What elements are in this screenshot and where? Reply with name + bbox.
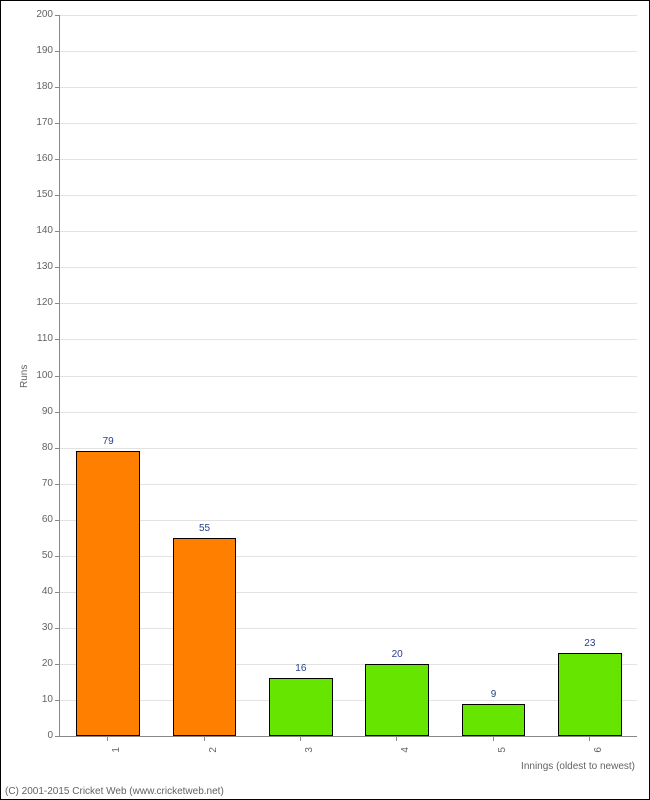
gridline bbox=[60, 123, 637, 124]
bar bbox=[269, 678, 333, 736]
gridline bbox=[60, 195, 637, 196]
x-tick-label: 5 bbox=[497, 747, 508, 787]
y-tick-label: 40 bbox=[25, 586, 53, 597]
y-tick-label: 200 bbox=[25, 9, 53, 20]
y-tick-label: 70 bbox=[25, 478, 53, 489]
y-tick-label: 120 bbox=[25, 297, 53, 308]
bar bbox=[558, 653, 622, 736]
y-tick-label: 60 bbox=[25, 514, 53, 525]
gridline bbox=[60, 448, 637, 449]
gridline bbox=[60, 303, 637, 304]
x-tick-label: 4 bbox=[400, 747, 411, 787]
bar-value-label: 79 bbox=[78, 436, 138, 447]
y-tick-label: 50 bbox=[25, 550, 53, 561]
y-tick-mark bbox=[55, 87, 59, 88]
bar-value-label: 20 bbox=[367, 649, 427, 660]
plot-area: 79 55 16 20 9 23 bbox=[59, 15, 637, 737]
y-tick-mark bbox=[55, 159, 59, 160]
gridline bbox=[60, 267, 637, 268]
gridline bbox=[60, 700, 637, 701]
x-tick-mark bbox=[107, 737, 108, 741]
x-tick-mark bbox=[493, 737, 494, 741]
y-tick-mark bbox=[55, 339, 59, 340]
y-tick-label: 170 bbox=[25, 117, 53, 128]
bar-value-label: 9 bbox=[464, 689, 524, 700]
gridline bbox=[60, 412, 637, 413]
y-tick-label: 150 bbox=[25, 189, 53, 200]
y-tick-mark bbox=[55, 628, 59, 629]
y-tick-mark bbox=[55, 376, 59, 377]
y-tick-mark bbox=[55, 556, 59, 557]
y-tick-mark bbox=[55, 303, 59, 304]
x-tick-label: 1 bbox=[111, 747, 122, 787]
gridline bbox=[60, 376, 637, 377]
y-tick-label: 110 bbox=[25, 333, 53, 344]
copyright-text: (C) 2001-2015 Cricket Web (www.cricketwe… bbox=[5, 786, 224, 797]
x-tick-label: 3 bbox=[304, 747, 315, 787]
y-tick-label: 80 bbox=[25, 442, 53, 453]
gridline bbox=[60, 592, 637, 593]
y-tick-mark bbox=[55, 51, 59, 52]
y-tick-label: 20 bbox=[25, 658, 53, 669]
bar bbox=[76, 451, 140, 736]
x-tick-mark bbox=[396, 737, 397, 741]
gridline bbox=[60, 339, 637, 340]
x-tick-mark bbox=[589, 737, 590, 741]
y-tick-label: 90 bbox=[25, 406, 53, 417]
chart-frame: 79551620923 Runs Innings (oldest to newe… bbox=[0, 0, 650, 800]
y-tick-mark bbox=[55, 520, 59, 521]
x-axis-label: Innings (oldest to newest) bbox=[521, 761, 635, 772]
y-tick-mark bbox=[55, 195, 59, 196]
x-tick-mark bbox=[204, 737, 205, 741]
bar bbox=[462, 704, 526, 736]
y-tick-mark bbox=[55, 15, 59, 16]
y-tick-mark bbox=[55, 123, 59, 124]
y-tick-mark bbox=[55, 736, 59, 737]
bar-value-label: 16 bbox=[271, 663, 331, 674]
y-tick-label: 0 bbox=[25, 730, 53, 741]
gridline bbox=[60, 15, 637, 16]
gridline bbox=[60, 159, 637, 160]
y-tick-mark bbox=[55, 664, 59, 665]
y-tick-label: 180 bbox=[25, 81, 53, 92]
y-tick-mark bbox=[55, 231, 59, 232]
x-tick-label: 2 bbox=[208, 747, 219, 787]
bar-value-label: 55 bbox=[175, 523, 235, 534]
y-tick-label: 190 bbox=[25, 45, 53, 56]
y-tick-label: 100 bbox=[25, 370, 53, 381]
gridline bbox=[60, 520, 637, 521]
gridline bbox=[60, 628, 637, 629]
y-tick-mark bbox=[55, 267, 59, 268]
bar bbox=[173, 538, 237, 736]
x-tick-mark bbox=[300, 737, 301, 741]
gridline bbox=[60, 231, 637, 232]
x-tick-label: 6 bbox=[593, 747, 604, 787]
gridline bbox=[60, 87, 637, 88]
y-tick-label: 10 bbox=[25, 694, 53, 705]
y-tick-mark bbox=[55, 448, 59, 449]
y-tick-label: 30 bbox=[25, 622, 53, 633]
y-tick-mark bbox=[55, 484, 59, 485]
gridline bbox=[60, 556, 637, 557]
gridline bbox=[60, 51, 637, 52]
y-tick-label: 160 bbox=[25, 153, 53, 164]
gridline bbox=[60, 484, 637, 485]
gridline bbox=[60, 664, 637, 665]
y-tick-mark bbox=[55, 412, 59, 413]
y-tick-label: 130 bbox=[25, 261, 53, 272]
y-tick-mark bbox=[55, 592, 59, 593]
bar-value-label: 23 bbox=[560, 638, 620, 649]
y-tick-label: 140 bbox=[25, 225, 53, 236]
bar bbox=[365, 664, 429, 736]
y-tick-mark bbox=[55, 700, 59, 701]
